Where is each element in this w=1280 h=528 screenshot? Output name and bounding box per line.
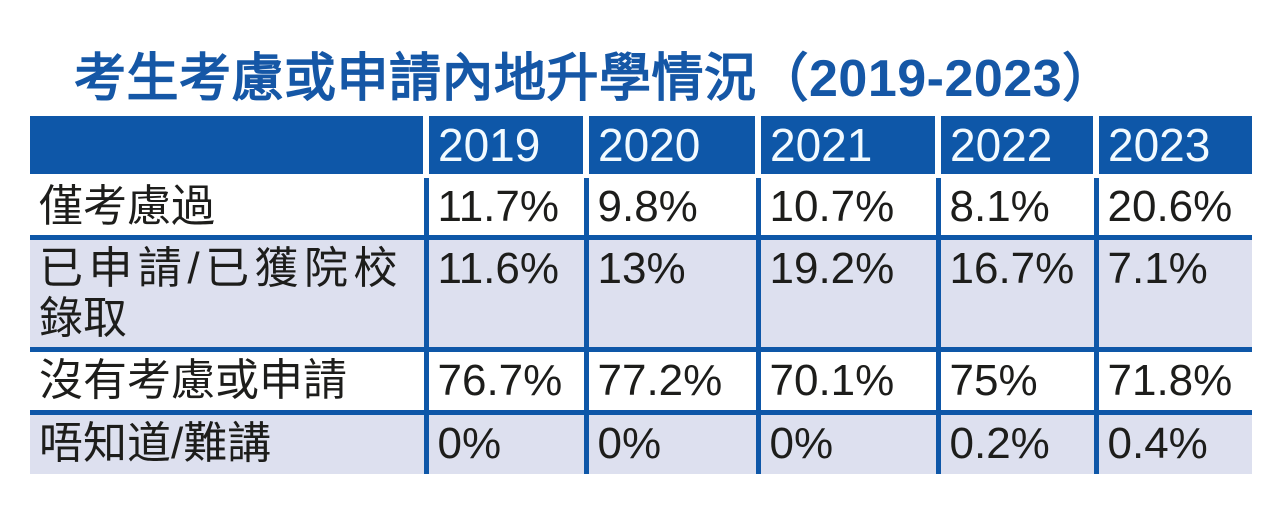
row-label: 沒有考慮或申請: [39, 356, 347, 406]
value-cell: 0%: [583, 412, 758, 475]
value-cell: 7.1%: [1093, 237, 1252, 350]
table-row-dont-know: 唔知道/難講 0% 0% 0% 0.2% 0.4%: [30, 412, 1252, 475]
value-cell: 0.4%: [1093, 412, 1252, 475]
table-row-not-considered: 沒有考慮或申請 76.7% 77.2% 70.1% 75% 71.8%: [30, 349, 1252, 413]
value-cell: 19.2%: [755, 237, 938, 350]
table-header-row: 2019 2020 2021 2022 2023: [30, 116, 1252, 176]
value-cell: 70.1%: [755, 349, 938, 413]
table-row-applied-or-admitted: 已申請/已獲院校錄取 11.6% 13% 19.2% 16.7% 7.1%: [30, 237, 1252, 350]
row-label: 已申請/已獲院校錄取: [39, 244, 398, 344]
value-cell: 0.2%: [935, 412, 1096, 475]
chart-title: 考生考慮或申請內地升學情況（2019-2023）: [74, 50, 1115, 108]
value-cell: 9.8%: [583, 176, 758, 238]
value-cell: 0%: [423, 412, 586, 475]
value-cell: 13%: [583, 237, 758, 350]
value-cell: 11.6%: [423, 237, 586, 350]
year-header-2020: 2020: [583, 116, 758, 176]
value-cell: 71.8%: [1093, 349, 1252, 413]
value-cell: 20.6%: [1093, 176, 1252, 238]
year-header-2019: 2019: [423, 116, 586, 176]
value-cell: 16.7%: [935, 237, 1096, 350]
table-row-considered-only: 僅考慮過 11.7% 9.8% 10.7% 8.1% 20.6%: [30, 176, 1252, 238]
row-label: 唔知道/難講: [39, 418, 272, 468]
value-cell: 11.7%: [423, 176, 586, 238]
year-header-2023: 2023: [1093, 116, 1252, 176]
year-header-2022: 2022: [935, 116, 1096, 176]
value-cell: 8.1%: [935, 176, 1096, 238]
value-cell: 10.7%: [755, 176, 938, 238]
value-cell: 77.2%: [583, 349, 758, 413]
row-label: 僅考慮過: [39, 182, 215, 231]
value-cell: 75%: [935, 349, 1096, 413]
value-cell: 76.7%: [423, 349, 586, 413]
year-header-2021: 2021: [755, 116, 938, 176]
corner-cell: [30, 116, 426, 176]
data-table: 2019 2020 2021 2022 2023 僅考慮過 11.7% 9.8%…: [30, 116, 1252, 475]
value-cell: 0%: [755, 412, 938, 475]
